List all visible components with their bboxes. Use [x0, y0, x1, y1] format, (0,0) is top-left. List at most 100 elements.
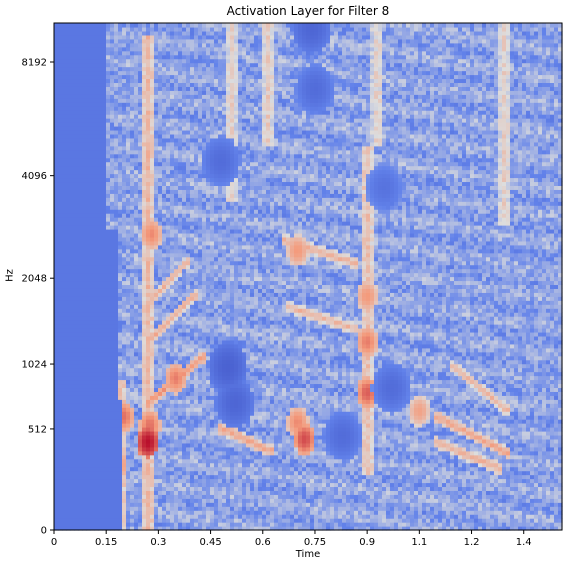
heatmap-cell: [154, 252, 159, 258]
heatmap-cell: [70, 454, 75, 460]
heatmap-cell: [78, 482, 83, 488]
heatmap-cell: [134, 419, 139, 424]
heatmap-cell: [162, 506, 167, 511]
heatmap-cell: [146, 58, 151, 64]
heatmap-cell: [90, 205, 95, 210]
heatmap-cell: [54, 26, 59, 32]
heatmap-cell: [118, 106, 123, 111]
heatmap-cell: [66, 42, 71, 48]
heatmap-cell: [142, 42, 147, 48]
heatmap-cell: [158, 395, 163, 400]
heatmap-cell: [150, 149, 155, 155]
heatmap-cell: [134, 470, 139, 476]
heatmap-cell: [114, 38, 119, 44]
heatmap-cell: [206, 193, 211, 198]
heatmap-cell: [82, 442, 87, 448]
heatmap-cell: [178, 498, 183, 503]
heatmap-cell: [186, 114, 191, 119]
heatmap-cell: [202, 66, 207, 72]
heatmap-cell: [78, 248, 83, 254]
heatmap-cell: [110, 189, 115, 194]
heatmap-cell: [182, 280, 187, 286]
heatmap-cell: [154, 54, 159, 60]
heatmap-cell: [114, 23, 119, 28]
heatmap-cell: [74, 427, 79, 432]
heatmap-cell: [122, 430, 127, 436]
heatmap-cell: [78, 470, 83, 476]
heatmap-cell: [150, 494, 155, 499]
heatmap-cell: [94, 391, 99, 396]
heatmap-cell: [170, 316, 175, 321]
heatmap-cell: [110, 339, 115, 345]
heatmap-cell: [90, 145, 95, 151]
heatmap-cell: [190, 185, 195, 190]
heatmap-cell: [198, 387, 203, 392]
heatmap-cell: [102, 141, 107, 147]
heatmap-cell: [106, 181, 111, 186]
heatmap-cell: [106, 415, 111, 420]
heatmap-cell: [122, 518, 127, 523]
heatmap-cell: [150, 102, 155, 107]
heatmap-cell: [182, 320, 187, 325]
heatmap-cell: [98, 161, 103, 167]
heatmap-cell: [86, 442, 91, 448]
heatmap-cell: [206, 288, 211, 293]
heatmap-cell: [66, 221, 71, 226]
heatmap-cell: [158, 339, 163, 345]
heatmap-cell: [86, 129, 91, 135]
heatmap-cell: [62, 26, 67, 32]
heatmap-cell: [110, 201, 115, 206]
heatmap-cell: [90, 466, 95, 472]
heatmap-cell: [74, 165, 79, 171]
heatmap-cell: [138, 74, 143, 80]
heatmap-cell: [134, 300, 139, 305]
heatmap-cell: [162, 30, 167, 36]
heatmap-cell: [94, 470, 99, 476]
heatmap-cell: [158, 252, 163, 258]
heatmap-cell: [186, 90, 191, 95]
heatmap-cell: [134, 256, 139, 262]
heatmap-cell: [174, 442, 179, 448]
heatmap-cell: [150, 26, 155, 32]
heatmap-cell: [90, 434, 95, 440]
heatmap-cell: [174, 46, 179, 52]
heatmap-cell: [90, 50, 95, 56]
heatmap-cell: [118, 458, 123, 464]
heatmap-cell: [166, 466, 171, 472]
heatmap-cell: [190, 94, 195, 99]
heatmap-cell: [66, 197, 71, 202]
heatmap-cell: [158, 240, 163, 246]
heatmap-cell: [154, 260, 159, 266]
heatmap-cell: [130, 137, 135, 143]
heatmap-cell: [58, 407, 63, 412]
heatmap-cell: [110, 434, 115, 440]
heatmap-cell: [158, 133, 163, 139]
heatmap-cell: [62, 474, 67, 480]
heatmap-cell: [182, 446, 187, 452]
heatmap-cell: [174, 141, 179, 147]
heatmap-cell: [102, 244, 107, 250]
heatmap-cell: [106, 58, 111, 64]
heatmap-cell: [70, 94, 75, 99]
heatmap-cell: [66, 478, 71, 484]
heatmap-cell: [166, 114, 171, 119]
heatmap-cell: [186, 478, 191, 484]
heatmap-cell: [158, 106, 163, 111]
heatmap-cell: [86, 335, 91, 341]
heatmap-cell: [162, 177, 167, 183]
heatmap-cell: [54, 403, 59, 408]
heatmap-cell: [86, 327, 91, 333]
heatmap-cell: [190, 236, 195, 242]
heatmap-cell: [186, 324, 191, 329]
heatmap-cell: [90, 30, 95, 36]
heatmap-cell: [166, 502, 171, 507]
heatmap-cell: [134, 327, 139, 333]
heatmap-cell: [174, 240, 179, 246]
heatmap-cell: [110, 474, 115, 480]
heatmap-cell: [166, 514, 171, 519]
heatmap-cell: [138, 518, 143, 523]
heatmap-cell: [78, 102, 83, 107]
heatmap-cell: [110, 415, 115, 420]
heatmap-cell: [54, 30, 59, 36]
heatmap-cell: [82, 510, 87, 515]
